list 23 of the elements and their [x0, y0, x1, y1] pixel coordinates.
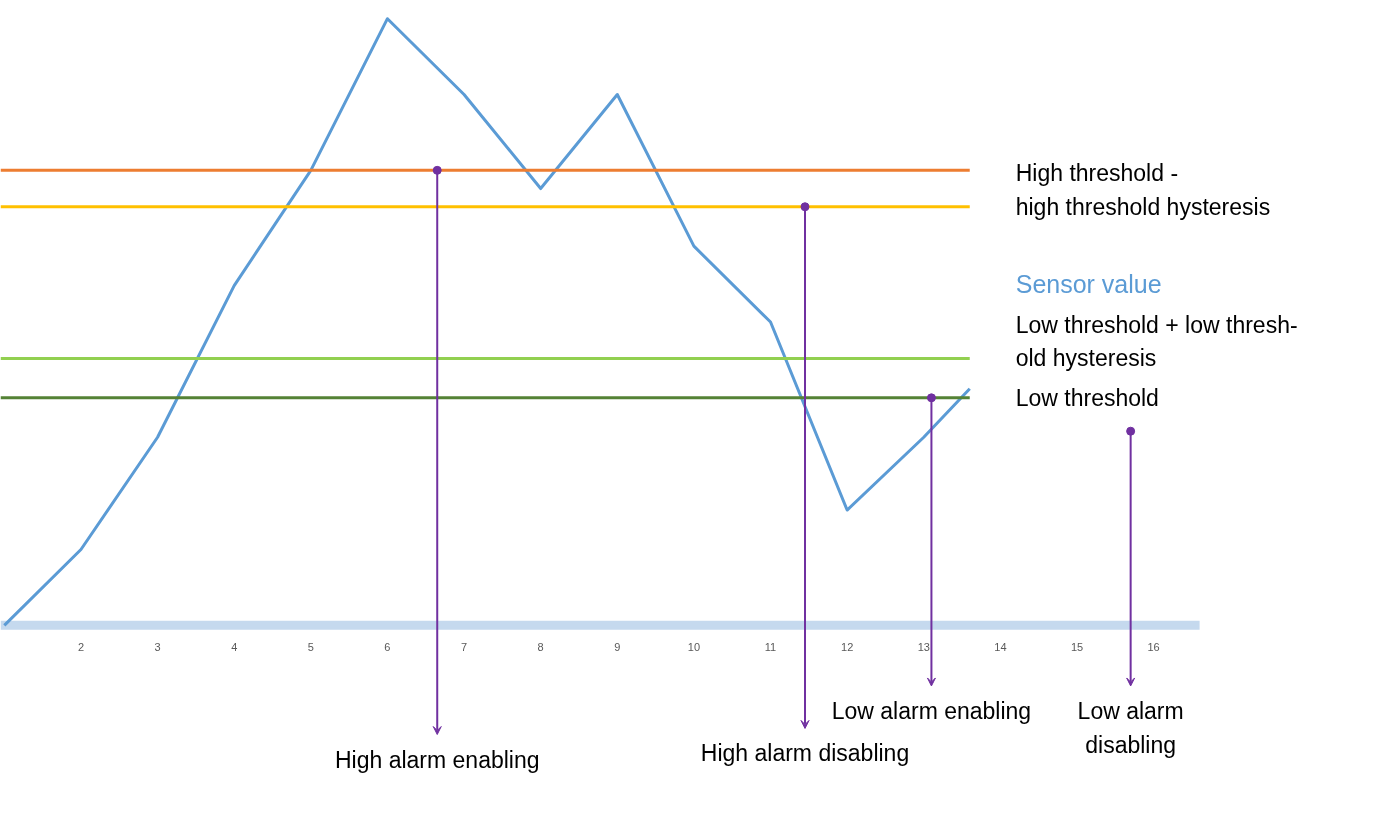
- x-tick-label: 12: [841, 641, 854, 654]
- x-tick-label: 8: [537, 641, 544, 654]
- ref-line-label: Low threshold: [1015, 384, 1159, 411]
- x-tick-label: 7: [460, 641, 468, 654]
- annotation: Low alarm enabling: [831, 697, 1032, 724]
- x-tick-label: 14: [994, 641, 1007, 654]
- x-tick-label: 10: [687, 641, 701, 654]
- x-tick-label: 11: [764, 641, 777, 654]
- x-tick-label: 3: [154, 641, 161, 654]
- ref-line-label: High threshold - high threshold hysteresis: [1015, 159, 1271, 220]
- x-tick-label: 2: [77, 641, 85, 654]
- x-tick-label: 4: [231, 641, 238, 654]
- annotation: High alarm disabling: [700, 740, 910, 767]
- ref-line-label: Low threshold + low thresh- old hysteresis: [1015, 311, 1298, 372]
- x-tick-label: 13: [917, 641, 930, 654]
- x-tick-label: 15: [1070, 641, 1084, 654]
- x-tick-label: 9: [614, 641, 621, 654]
- x-tick-label: 16: [1147, 641, 1160, 654]
- text: Sensor value: [1015, 269, 1162, 298]
- annotation: High alarm enabling: [334, 746, 540, 773]
- annotation: Low alarm disabling: [1077, 697, 1184, 758]
- x-tick-label: 5: [307, 641, 314, 654]
- x-tick-label: 6: [384, 641, 391, 654]
